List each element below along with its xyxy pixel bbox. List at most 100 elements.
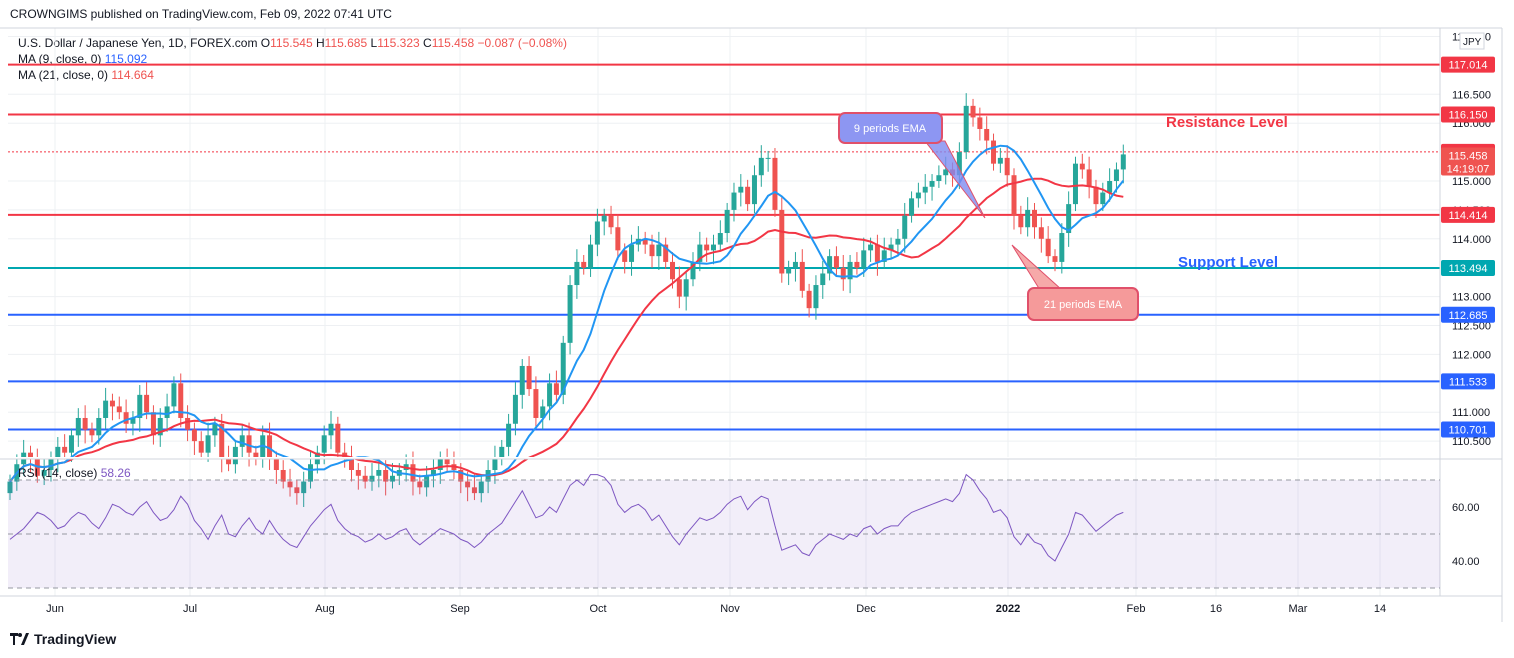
candle-body <box>888 244 894 251</box>
candle-body <box>294 487 300 494</box>
candle-body <box>601 215 607 222</box>
candle-body <box>185 417 191 430</box>
candle-body <box>1004 157 1010 176</box>
candle-body <box>383 470 389 482</box>
candle-body <box>362 475 368 482</box>
candle-body <box>1079 163 1085 170</box>
level-tag <box>1441 373 1495 390</box>
ma21-value: 114.664 <box>111 68 154 82</box>
ma9-legend-row[interactable]: MA (9, close, 0) 115.092 <box>18 51 567 67</box>
x-tick-label: Dec <box>856 603 876 615</box>
level-tag <box>1441 56 1495 73</box>
candle-body <box>7 481 13 494</box>
level-tag-label: 116.150 <box>1449 110 1488 122</box>
candle-body <box>335 423 341 453</box>
x-tick-label: Aug <box>315 603 335 615</box>
candle-body <box>1120 154 1126 170</box>
candle-body <box>137 394 143 418</box>
candle-body <box>308 464 314 482</box>
candle-body <box>991 140 997 164</box>
candle-body <box>389 475 395 482</box>
resistance-label: Resistance Level <box>1166 114 1288 131</box>
candle-body <box>349 458 354 470</box>
ma9-value: 115.092 <box>104 52 148 66</box>
candle-body <box>881 250 887 262</box>
candle-body <box>1045 238 1051 257</box>
axes: 117.500116.500116.000115.000114.500114.0… <box>0 27 1514 622</box>
tradingview-footer[interactable]: TradingView <box>10 631 116 648</box>
candle-body <box>1086 169 1092 187</box>
candle-body <box>943 169 949 176</box>
candle-body <box>178 383 184 418</box>
symbol-legend-row: U.S. Dollar / Japanese Yen, 1D, FOREX.co… <box>18 35 567 51</box>
candle-body <box>574 261 580 286</box>
level-tag <box>1441 421 1495 438</box>
candle-body <box>144 394 150 413</box>
candle-body <box>710 244 716 251</box>
moving-averages <box>9 144 1125 483</box>
candle-body <box>936 175 942 181</box>
level-tag-label: 111.533 <box>1449 376 1487 388</box>
y-tick-label: 113.000 <box>1452 292 1491 304</box>
annotations: Resistance Level Support Level 9 periods E… <box>838 112 1288 321</box>
symbol-title[interactable]: U.S. Dollar / Japanese Yen, 1D, FOREX.co… <box>18 36 258 50</box>
candle-body <box>273 458 279 470</box>
candle-body <box>150 412 156 436</box>
candle-body <box>697 244 703 262</box>
candle-body <box>492 458 498 470</box>
candle-body <box>861 250 867 268</box>
candle-body <box>62 446 68 453</box>
tradingview-brand: TradingView <box>34 631 117 647</box>
candle-body <box>902 215 908 239</box>
y-tick-label: 111.000 <box>1452 407 1490 419</box>
candle-body <box>751 175 757 205</box>
high-value: 115.685 <box>324 36 368 50</box>
current-price-label: 115.458 <box>1449 151 1488 163</box>
y-tick-label: 112.500 <box>1452 321 1491 333</box>
candle-body <box>123 412 129 424</box>
candle-body <box>1093 186 1099 205</box>
x-tick-label: Oct <box>589 603 606 615</box>
candle-body <box>615 227 621 251</box>
candle-body <box>731 192 737 210</box>
candle-body <box>786 267 792 274</box>
candle-body <box>895 238 901 245</box>
candle-body <box>1018 215 1024 228</box>
level-tag <box>1441 106 1495 123</box>
candle-body <box>96 417 102 436</box>
candle-body <box>1011 175 1017 216</box>
rsi-label: RSI (14, close) <box>18 466 98 480</box>
rsi-line <box>9 473 1124 562</box>
candle-body <box>670 261 676 280</box>
rsi-value: 58.26 <box>100 466 131 480</box>
candle-body <box>977 117 983 129</box>
candle-body <box>738 186 744 193</box>
level-tag-label: 113.494 <box>1449 263 1488 275</box>
y-tick-label: 112.000 <box>1452 349 1491 361</box>
ma21-legend-row[interactable]: MA (21, close, 0) 114.664 <box>18 67 567 83</box>
candle-body <box>1107 181 1113 193</box>
candle-body <box>198 441 204 453</box>
open-label: O <box>260 36 271 50</box>
currency-label: JPY <box>1463 37 1482 48</box>
candle-body <box>629 244 635 262</box>
candle-body <box>533 389 539 418</box>
x-tick-label: Jul <box>183 603 197 615</box>
candle-body <box>758 157 764 176</box>
candle-body <box>799 261 805 291</box>
candle-body <box>649 244 655 257</box>
candle-body <box>765 157 771 159</box>
rsi-legend[interactable]: RSI (14, close) 58.26 <box>18 466 131 480</box>
candle-body <box>444 458 450 465</box>
candle-body <box>239 435 245 447</box>
level-tag-label: 117.014 <box>1449 60 1488 72</box>
candle-body <box>874 244 880 262</box>
x-tick-label: 2022 <box>996 603 1020 615</box>
level-tag <box>1441 306 1495 323</box>
candle-body <box>321 435 327 453</box>
candle-body <box>608 215 614 228</box>
candle-body <box>103 400 109 418</box>
level-tag-label: 110.701 <box>1449 424 1488 436</box>
low-value: 115.323 <box>377 36 420 50</box>
